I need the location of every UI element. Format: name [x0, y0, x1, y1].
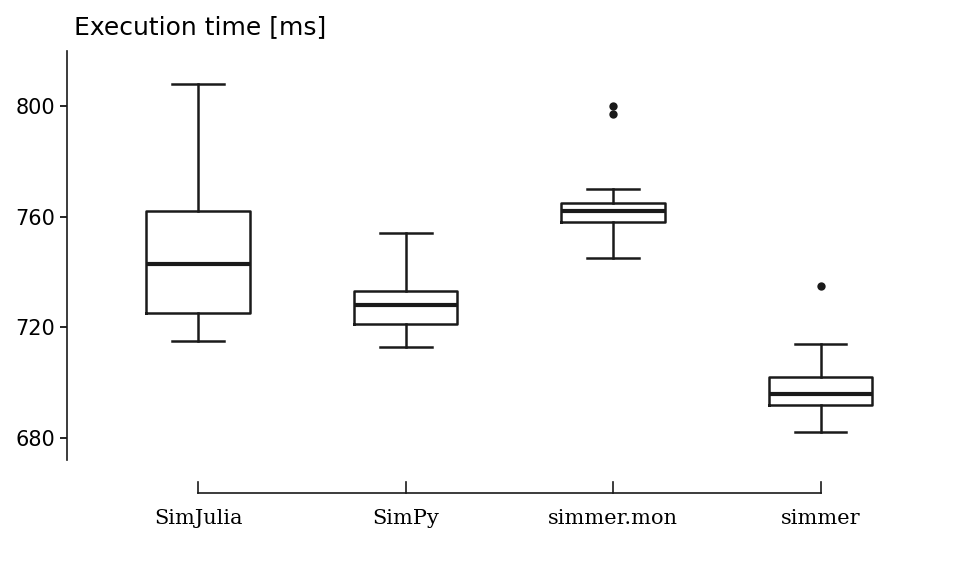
Text: SimJulia: SimJulia [154, 509, 242, 528]
Text: simmer.mon: simmer.mon [548, 509, 678, 528]
Text: Execution time [ms]: Execution time [ms] [74, 15, 325, 39]
Text: simmer: simmer [780, 509, 860, 528]
Text: SimPy: SimPy [372, 509, 439, 528]
